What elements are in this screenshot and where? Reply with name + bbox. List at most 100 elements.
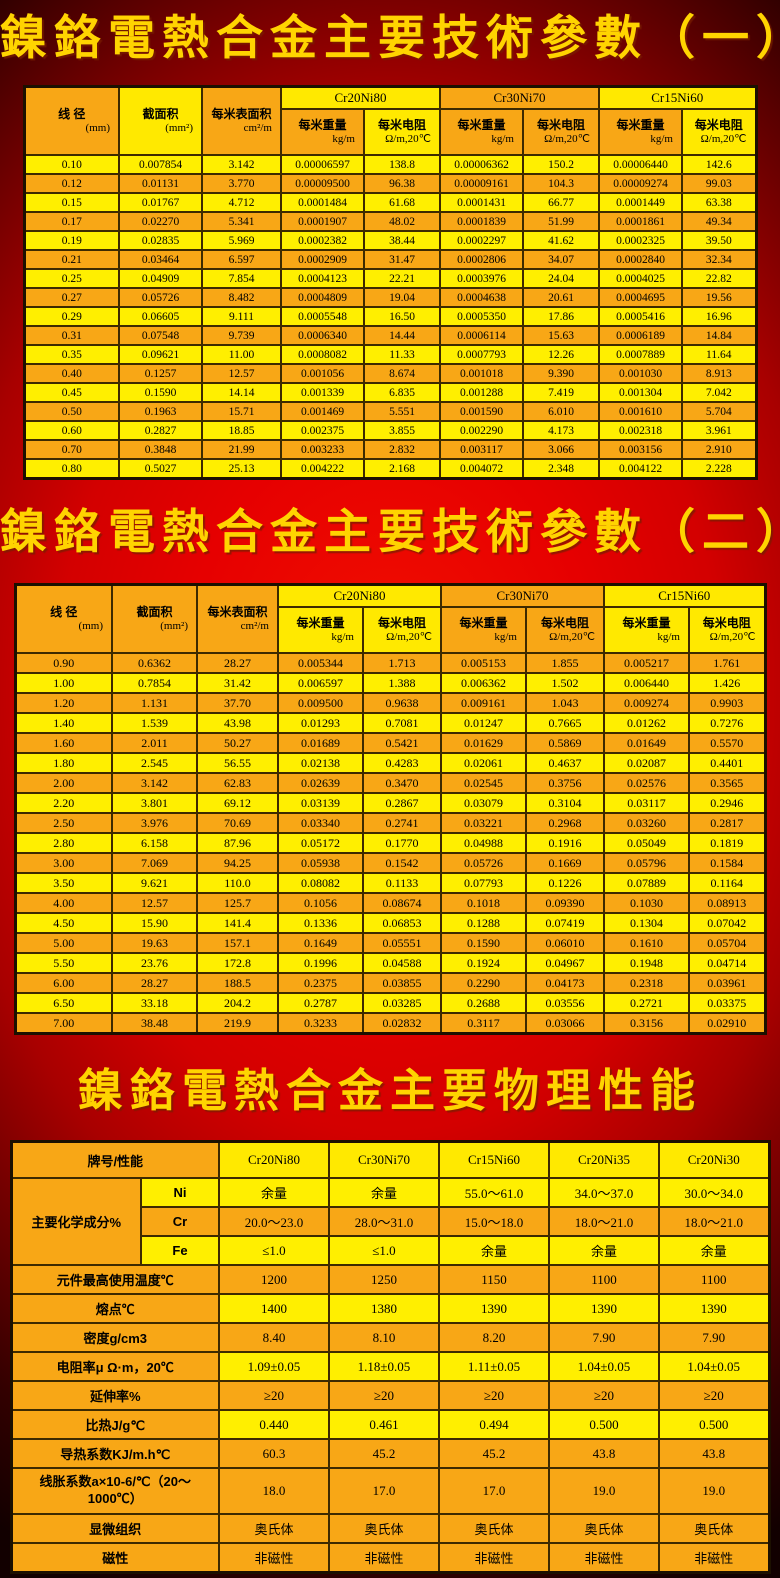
property-value-cell: 非磁性	[548, 1542, 660, 1574]
spec-cell: 0.0002325	[598, 230, 683, 251]
spec-cell: 0.07419	[525, 912, 605, 934]
spec-cell: 0.007854	[118, 154, 203, 175]
property-value-cell: 1400	[218, 1293, 330, 1324]
property-value-cell: ≤1.0	[328, 1235, 440, 1266]
spec-cell: 0.0004809	[280, 287, 365, 308]
spec-cell: 1.131	[111, 692, 198, 714]
spec-cell: 157.1	[196, 932, 279, 954]
spec-cell: 0.1226	[525, 872, 605, 894]
spec-cell: 0.1133	[362, 872, 442, 894]
spec-cell: 7.00	[14, 1012, 113, 1035]
spec-cell: 0.02639	[277, 772, 364, 794]
spec-cell: 0.5869	[525, 732, 605, 754]
spec-cell: 2.80	[14, 832, 113, 854]
spec-cell: 0.02545	[440, 772, 527, 794]
spec-cell: 0.05796	[603, 852, 690, 874]
spec-cell: 14.84	[681, 325, 757, 346]
spec-cell: 0.1963	[118, 401, 203, 422]
property-value-cell: 1100	[658, 1264, 770, 1295]
spec-cell: 4.00	[14, 892, 113, 914]
spec-cell: 0.03855	[362, 972, 442, 994]
spec-cell: 7.419	[522, 382, 600, 403]
spec-cell: 96.38	[363, 173, 441, 194]
spec-cell: 0.001288	[439, 382, 524, 403]
spec-cell: 8.913	[681, 363, 757, 384]
property-row: 比热J/g℃ 0.440 0.461 0.494 0.500 0.500	[10, 1409, 770, 1440]
property-row: 电阻率μ Ω·m，20℃ 1.09±0.05 1.18±0.05 1.11±0.05 1…	[10, 1351, 770, 1382]
spec-cell: 1.713	[362, 652, 442, 674]
spec-cell: 0.05551	[362, 932, 442, 954]
spec-cell: 11.33	[363, 344, 441, 365]
spec-cell: 0.1590	[440, 932, 527, 954]
spec-cell: 0.4283	[362, 752, 442, 774]
spec-cell: 0.2817	[688, 812, 766, 834]
col-header-cr20ni30: Cr20Ni30	[658, 1140, 770, 1179]
col-header-weight: 每米重量 kg/m	[280, 108, 365, 156]
spec-cell: 0.0001907	[280, 211, 365, 232]
spec-row: 0.70 0.3848 21.99 0.003233 2.832 0.003117 3.06…	[23, 439, 757, 460]
spec-cell: 0.0003976	[439, 268, 524, 289]
spec-cell: 2.20	[14, 792, 113, 814]
spec-cell: 12.57	[111, 892, 198, 914]
spec-cell: 4.50	[14, 912, 113, 934]
spec-row: 6.50 33.18 204.2 0.2787 0.03285 0.2688 0.03556…	[14, 992, 766, 1014]
col-header-cross-section: 截面积 (mm²)	[118, 85, 203, 156]
spec-row: 0.50 0.1963 15.71 0.001469 5.551 0.001590 6.01…	[23, 401, 757, 422]
spec-cell: 16.96	[681, 306, 757, 327]
spec-cell: 5.704	[681, 401, 757, 422]
property-value-cell: 1150	[438, 1264, 550, 1295]
spec-cell: 0.06010	[525, 932, 605, 954]
spec-cell: 6.00	[14, 972, 113, 994]
spec-cell: 0.03556	[525, 992, 605, 1014]
spec-cell: 3.142	[201, 154, 282, 175]
spec-cell: 0.27	[23, 287, 120, 308]
spec-cell: 0.0004123	[280, 268, 365, 289]
spec-cell: 16.50	[363, 306, 441, 327]
row-label-property: 电阻率μ Ω·m，20℃	[10, 1351, 220, 1382]
spec-cell: 0.70	[23, 439, 120, 460]
spec-cell: 0.00006440	[598, 154, 683, 175]
spec-cell: 28.27	[111, 972, 198, 994]
spec-row: 0.80 0.5027 25.13 0.004222 2.168 0.004072 2.34…	[23, 458, 757, 480]
spec-cell: 0.01293	[277, 712, 364, 734]
spec-cell: 9.390	[522, 363, 600, 384]
spec-cell: 7.854	[201, 268, 282, 289]
spec-cell: 8.674	[363, 363, 441, 384]
spec-cell: 0.1336	[277, 912, 364, 934]
spec-cell: 5.969	[201, 230, 282, 251]
col-group-cr15ni60: Cr15Ni60	[598, 85, 757, 110]
property-value-cell: 0.494	[438, 1409, 550, 1440]
spec-row: 0.17 0.02270 5.341 0.0001907 48.02 0.0001839 5…	[23, 211, 757, 232]
spec-cell: 2.00	[14, 772, 113, 794]
property-value-cell: 1390	[658, 1293, 770, 1324]
property-value-cell: 非磁性	[218, 1542, 330, 1574]
spec-cell: 0.1288	[440, 912, 527, 934]
spec-cell: 9.621	[111, 872, 198, 894]
spec-cell: 0.35	[23, 344, 120, 365]
spec-cell: 17.86	[522, 306, 600, 327]
col-group-cr30ni70: Cr30Ni70	[440, 583, 605, 608]
row-label-property: 熔点℃	[10, 1293, 220, 1324]
spec-cell: 0.2290	[440, 972, 527, 994]
spec-cell: 15.71	[201, 401, 282, 422]
spec-cell: 21.99	[201, 439, 282, 460]
spec-cell: 0.3565	[688, 772, 766, 794]
property-value-cell: 20.0～23.0	[218, 1206, 330, 1237]
property-value-cell: 奥氏体	[438, 1513, 550, 1544]
property-value-cell: 45.2	[438, 1438, 550, 1469]
spec-cell: 0.02087	[603, 752, 690, 774]
spec-cell: 66.77	[522, 192, 600, 213]
spec-cell: 0.08082	[277, 872, 364, 894]
col-header-surface-area: 每米表面积 cm²/m	[201, 85, 282, 156]
spec-cell: 0.3848	[118, 439, 203, 460]
spec-cell: 141.4	[196, 912, 279, 934]
spec-cell: 0.0006340	[280, 325, 365, 346]
property-row: 延伸率% ≥20 ≥20 ≥20 ≥20 ≥20	[10, 1380, 770, 1411]
spec-cell: 150.2	[522, 154, 600, 175]
row-sublabel-element: Fe	[140, 1235, 220, 1266]
spec-cell: 0.1924	[440, 952, 527, 974]
spec-cell: 0.09390	[525, 892, 605, 914]
property-value-cell: ≥20	[218, 1380, 330, 1411]
property-value-cell: 18.0～21.0	[548, 1206, 660, 1237]
spec-cell: 69.12	[196, 792, 279, 814]
